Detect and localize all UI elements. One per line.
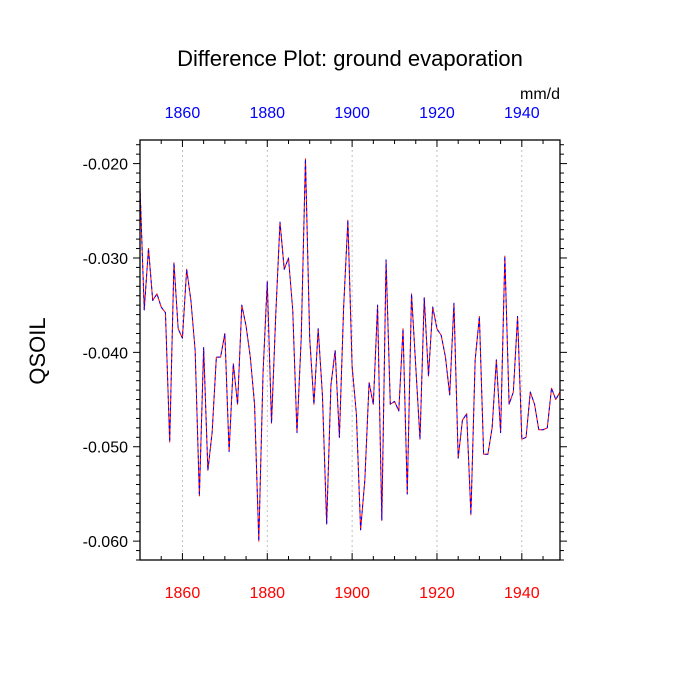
x-tick-label-bottom: 1860 xyxy=(165,585,201,602)
series-layer xyxy=(139,158,561,542)
chart-title: Difference Plot: ground evaporation xyxy=(177,46,523,71)
x-tick-label-top: 1880 xyxy=(249,105,285,122)
x-tick-label-bottom: 1880 xyxy=(249,585,285,602)
x-tick-label-bottom: 1900 xyxy=(334,585,370,602)
y-axis-label: QSOIL xyxy=(25,317,50,384)
x-tick-label-top: 1900 xyxy=(334,105,370,122)
y-tick-label: -0.050 xyxy=(83,440,128,457)
plot-frame xyxy=(139,139,561,561)
y-tick-label: -0.060 xyxy=(83,534,128,551)
x-tick-label-bottom: 1940 xyxy=(504,585,540,602)
y-tick-label: -0.020 xyxy=(83,157,128,174)
axis-tick-labels: -0.020 -0.030 -0.040 -0.050 -0.060 1860 1860 18… xyxy=(83,105,540,602)
y-tick-label: -0.030 xyxy=(83,251,128,268)
series-line-red xyxy=(139,158,561,542)
series-line-blue xyxy=(139,158,561,542)
axis-ticks xyxy=(133,140,567,561)
y-tick-label: -0.040 xyxy=(83,345,128,362)
x-tick-label-bottom: 1920 xyxy=(419,585,455,602)
x-tick-label-top: 1920 xyxy=(419,105,455,122)
units-label: mm/d xyxy=(520,86,560,103)
x-tick-label-top: 1940 xyxy=(504,105,540,122)
x-tick-label-top: 1860 xyxy=(165,105,201,122)
